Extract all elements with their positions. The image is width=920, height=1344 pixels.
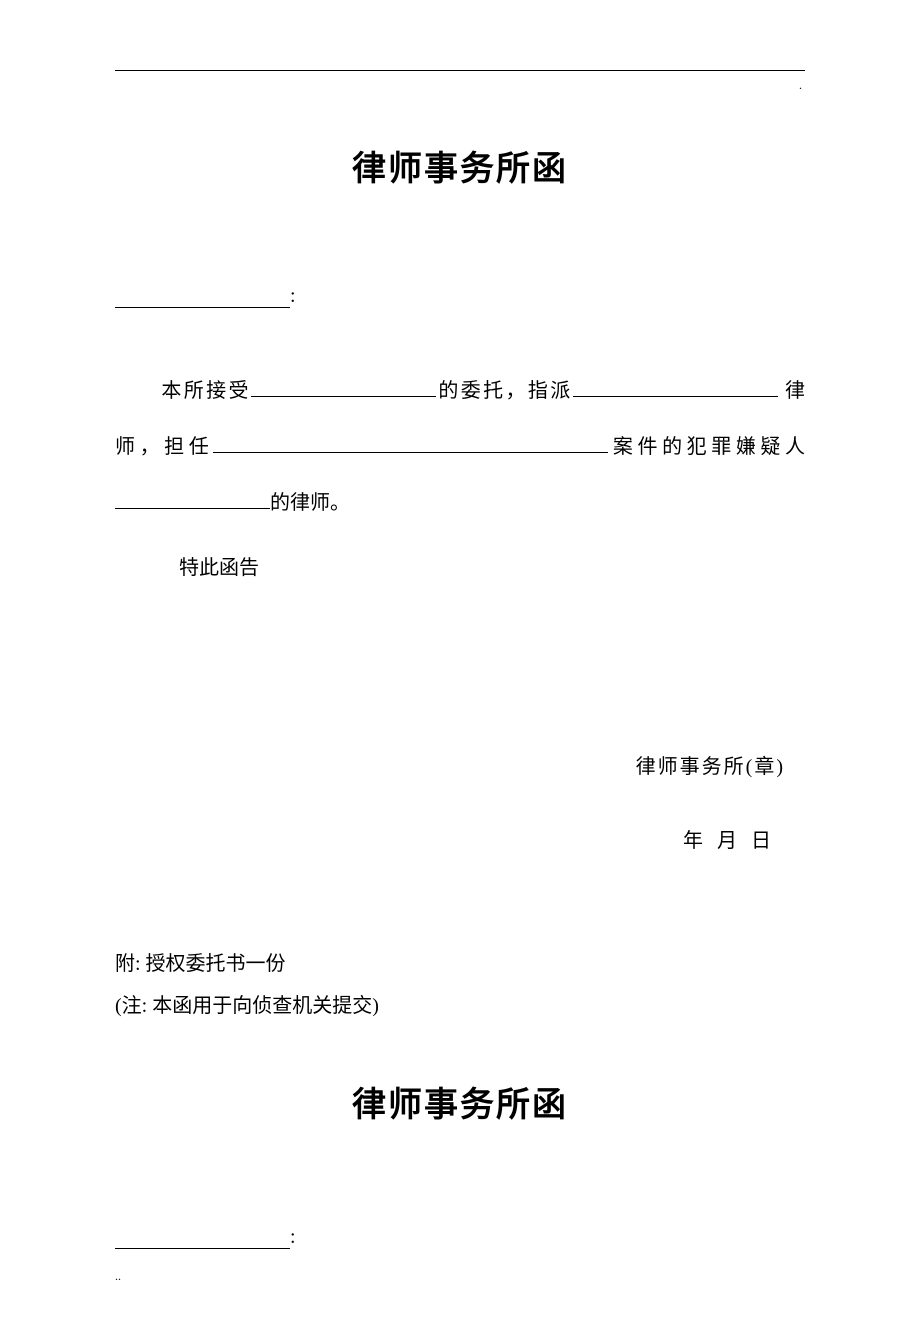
body-text-entrust: 的委托，指派 bbox=[436, 380, 573, 402]
page-corner-mark: . bbox=[799, 78, 802, 93]
appendix-line-1: 附: 授权委托书一份 bbox=[115, 943, 805, 985]
salutation-blank-2 bbox=[115, 1227, 290, 1249]
case-blank bbox=[213, 431, 608, 453]
body-text-accept: 本所接受 bbox=[159, 380, 251, 402]
signature-block: 律师事务所(章) 年月日 bbox=[115, 750, 805, 853]
top-horizontal-rule bbox=[115, 70, 805, 71]
document-title-1: 律师事务所函 bbox=[115, 141, 805, 190]
document-page: . 律师事务所函 : 本所接受的委托，指派 律师，担任案件的犯罪嫌疑人的律师。 … bbox=[0, 0, 920, 1344]
signature-firm: 律师事务所(章) bbox=[115, 750, 805, 779]
document-title-2: 律师事务所函 bbox=[115, 1077, 805, 1126]
salutation-blank-1 bbox=[115, 286, 290, 308]
salutation-colon-1: : bbox=[290, 285, 296, 308]
salutation-line-2: : bbox=[115, 1226, 805, 1249]
suspect-blank bbox=[115, 487, 270, 509]
signature-date: 年月日 bbox=[115, 824, 805, 853]
date-month-label: 月 bbox=[717, 830, 751, 852]
salutation-line-1: : bbox=[115, 285, 805, 308]
salutation-colon-2: : bbox=[290, 1226, 296, 1249]
date-day-label: 日 bbox=[751, 830, 785, 852]
lawyer-blank bbox=[573, 375, 778, 397]
page-footer-mark: .. bbox=[115, 1269, 121, 1284]
client-blank bbox=[251, 375, 436, 397]
body-text-case-suspect: 案件的犯罪嫌疑人 bbox=[608, 436, 805, 458]
body-text-lawyer-end: 的律师。 bbox=[270, 492, 350, 514]
date-year-label: 年 bbox=[683, 830, 717, 852]
appendix-block: 附: 授权委托书一份 (注: 本函用于向侦查机关提交) bbox=[115, 943, 805, 1027]
notice-text: 特此函告 bbox=[115, 551, 805, 580]
body-paragraph-1: 本所接受的委托，指派 律师，担任案件的犯罪嫌疑人的律师。 bbox=[115, 363, 805, 531]
appendix-line-2: (注: 本函用于向侦查机关提交) bbox=[115, 985, 805, 1027]
